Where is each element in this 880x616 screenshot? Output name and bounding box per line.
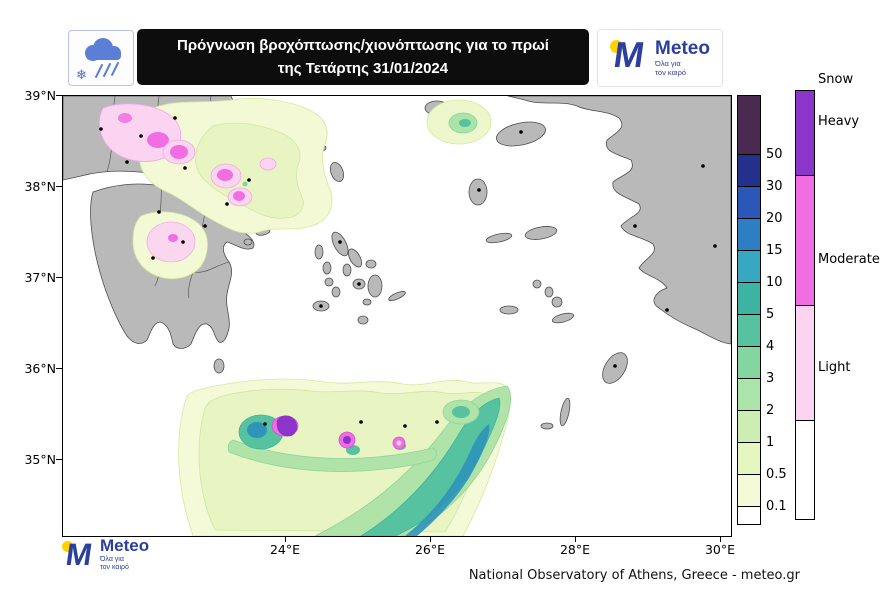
snow-scale-segment-heavy <box>796 91 814 176</box>
rain-scale-segment <box>738 155 760 187</box>
forecast-title-line1: Πρόγνωση βροχόπτωσης/χιονόπτωσης για το … <box>177 36 549 54</box>
lat-tick <box>56 277 62 278</box>
rain-scale-segment <box>738 443 760 475</box>
lat-label-35n: 35°N <box>24 452 56 467</box>
attribution-text: National Observatory of Athens, Greece -… <box>468 568 800 583</box>
lat-tick <box>56 186 62 187</box>
rain-scale-segment <box>738 187 760 219</box>
lat-label-39n: 39°N <box>24 88 56 103</box>
m-letter: M <box>63 537 95 572</box>
lat-tick <box>56 368 62 369</box>
snow-contours <box>99 103 406 450</box>
forecast-title-bar: Πρόγνωση βροχόπτωσης/χιονόπτωσης για το … <box>137 29 589 85</box>
city-markers <box>99 116 717 428</box>
lat-tick <box>56 95 62 96</box>
rain-scale-tick: 50 <box>766 147 783 162</box>
rain-scale-segment <box>738 475 760 507</box>
logo-name: Meteo <box>655 37 710 59</box>
forecast-map <box>63 96 731 536</box>
logo-tagline-line1: Όλα για <box>100 555 124 563</box>
lon-label-30e: 30°E <box>704 542 736 557</box>
sun-icon <box>62 541 73 552</box>
snow-label-light: Light <box>818 360 851 375</box>
rain-scale-tick: 0.1 <box>766 499 787 514</box>
rain-scale-segment <box>738 219 760 251</box>
meteo-m-mark: M <box>610 34 650 79</box>
rain-scale-tick: 15 <box>766 243 783 258</box>
rain-scale-segment <box>738 347 760 379</box>
lon-tick <box>285 536 286 542</box>
lat-tick <box>56 459 62 460</box>
rain-scale-tick: 30 <box>766 179 783 194</box>
lon-label-26e: 26°E <box>414 542 446 557</box>
rain-scale-tick: 20 <box>766 211 783 226</box>
meteo-logo-bottom: M Meteo Όλα για τον καιρό <box>62 536 150 575</box>
lon-tick <box>720 536 721 542</box>
rain-scale-segment <box>738 251 760 283</box>
logo-name: Meteo <box>100 536 150 555</box>
map-area <box>62 95 732 537</box>
rain-scale-tick: 2 <box>766 403 775 418</box>
snow-legend-title: Snow <box>818 72 854 87</box>
lon-tick <box>430 536 431 542</box>
rainfall-contours <box>132 98 511 536</box>
rain-scale-segment <box>738 315 760 347</box>
logo-tagline-line1: Όλα για <box>655 59 681 69</box>
logo-tagline-line2: τον καιρό <box>655 68 687 78</box>
rain-scale-segment <box>738 96 760 155</box>
lon-tick <box>575 536 576 542</box>
rain-scale-tick: 1 <box>766 435 775 450</box>
snow-scale-segment-light <box>796 306 814 421</box>
rain-colorbar <box>737 95 761 525</box>
lat-label-36n: 36°N <box>24 361 56 376</box>
snow-scale-segment-moderate <box>796 176 814 306</box>
rain-scale-segment <box>738 379 760 411</box>
lon-label-24e: 24°E <box>269 542 301 557</box>
rain-scale-tick: 0.5 <box>766 467 787 482</box>
snow-scale-segment-none <box>796 421 814 519</box>
rain-scale-segment <box>738 411 760 443</box>
rain-scale-tick: 3 <box>766 371 775 386</box>
snow-colorbar <box>795 90 815 520</box>
rain-snow-cloud-icon: ❄ <box>76 38 121 82</box>
precipitation-icon-box: ❄ <box>68 30 134 86</box>
forecast-title-line2: της Τετάρτης 31/01/2024 <box>277 60 449 77</box>
lat-label-38n: 38°N <box>24 179 56 194</box>
lat-label-37n: 37°N <box>24 270 56 285</box>
snow-label-moderate: Moderate <box>818 252 880 267</box>
lon-label-28e: 28°E <box>559 542 591 557</box>
logo-tagline-line2: τον καιρό <box>100 564 129 572</box>
rain-scale-segment <box>738 283 760 315</box>
rain-scale-tick: 5 <box>766 307 775 322</box>
rain-scale-tick: 10 <box>766 275 783 290</box>
rain-scale-segment <box>738 507 760 524</box>
snow-label-heavy: Heavy <box>818 114 860 129</box>
rain-scale-tick: 4 <box>766 339 775 354</box>
snowflake-glyph: ❄ <box>76 67 87 82</box>
m-letter: M <box>611 34 647 75</box>
meteo-logo-top: M Meteo Όλα για τον καιρό <box>597 29 723 87</box>
meteo-m-mark: M <box>62 537 96 575</box>
sun-icon <box>610 40 624 53</box>
